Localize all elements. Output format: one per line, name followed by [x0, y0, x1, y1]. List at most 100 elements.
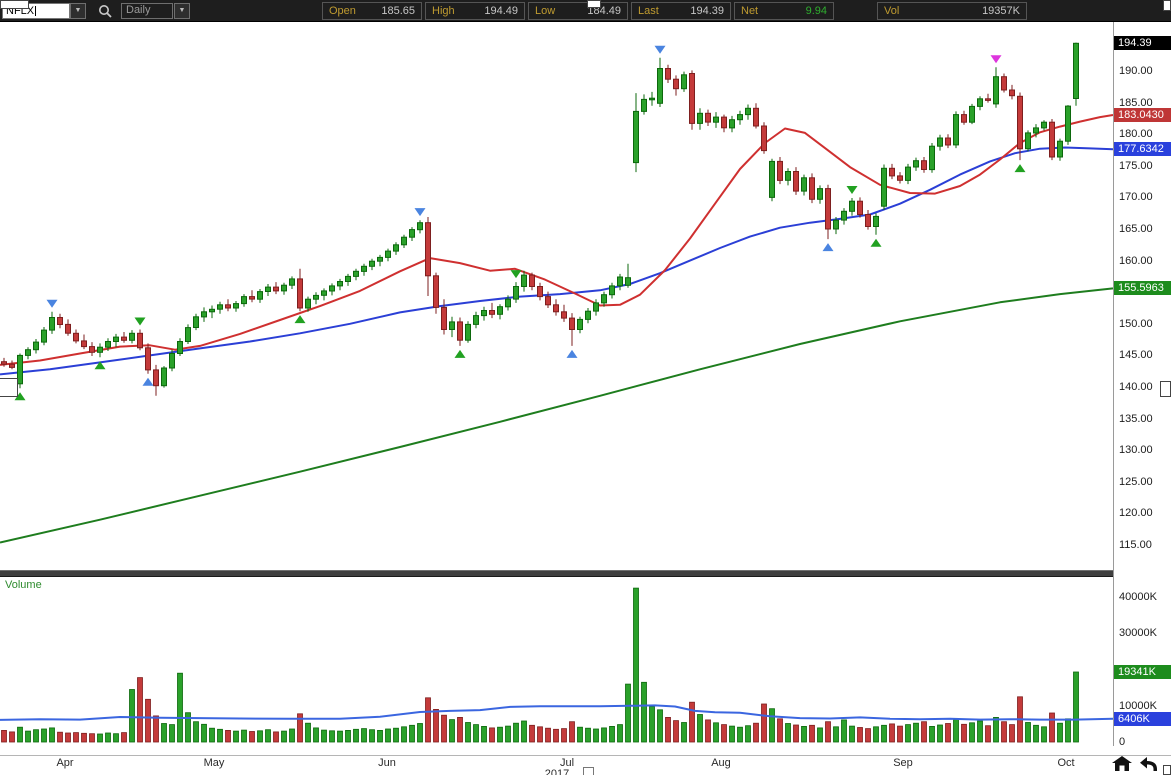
down-triangle-marker: [510, 270, 522, 279]
up-triangle-marker: [142, 377, 154, 386]
year-label: 2017: [544, 768, 570, 775]
candlestick: [993, 67, 999, 108]
volume-bar: [385, 728, 391, 743]
candlestick: [785, 168, 791, 186]
volume-bar: [337, 730, 343, 743]
volume-bar: [913, 722, 919, 743]
volume-bar: [505, 725, 511, 743]
up-triangle-marker: [14, 392, 26, 401]
volume-bar: [641, 681, 647, 743]
candlestick: [369, 258, 375, 271]
candlestick: [337, 278, 343, 291]
volume-bar: [873, 726, 879, 743]
volume-bar: [393, 727, 399, 743]
candlestick: [617, 273, 623, 291]
candlestick: [233, 301, 239, 312]
quote-field-low: Low 184.49: [528, 2, 628, 20]
quote-field-value: 194.49: [484, 5, 518, 17]
price-tick-label: 165.00: [1119, 223, 1153, 235]
search-button[interactable]: [96, 3, 114, 19]
volume-bar: [817, 727, 823, 743]
candlestick: [665, 64, 671, 83]
period-dropdown-button[interactable]: ▼: [174, 3, 190, 19]
volume-bar: [673, 720, 679, 743]
volume-bar: [769, 708, 775, 743]
quote-field-value: 194.39: [690, 5, 724, 17]
volume-bar: [881, 724, 887, 743]
artifact-box: [1160, 381, 1171, 397]
quote-field-net: Net 9.94: [734, 2, 834, 20]
price-axis[interactable]: 190.00 185.00 180.00 175.00 170.00 165.00 160.…: [1113, 22, 1171, 755]
candlestick: [865, 210, 871, 230]
undo-icon[interactable]: [1140, 756, 1160, 771]
candlestick: [201, 307, 207, 322]
candlestick: [601, 291, 607, 307]
volume-bar: [729, 725, 735, 743]
volume-bar: [865, 728, 871, 743]
volume-bar: [793, 724, 799, 743]
volume-bar: [705, 719, 711, 743]
volume-bar: [473, 724, 479, 743]
candlestick: [673, 75, 679, 96]
candlestick: [497, 304, 503, 320]
home-icon[interactable]: [1112, 756, 1132, 771]
candlestick: [745, 104, 751, 120]
quote-field-value: 19357K: [982, 5, 1020, 17]
candlestick: [313, 292, 319, 305]
quote-field-value: 9.94: [805, 5, 827, 17]
candlestick: [25, 347, 31, 360]
volume-bar: [97, 733, 103, 743]
quote-field-value: 185.65: [381, 5, 415, 17]
volume-bar: [177, 672, 183, 743]
volume-bar: [217, 728, 223, 743]
volume-bar: [777, 718, 783, 743]
volume-bar: [89, 733, 95, 743]
candlestick: [217, 301, 223, 314]
volume-bar: [105, 732, 111, 743]
candlestick: [169, 349, 175, 372]
time-axis[interactable]: Apr May Jun Jul Aug Sep Oct 2017: [0, 746, 1171, 775]
candlestick: [65, 319, 71, 336]
volume-bar: [585, 727, 591, 743]
candlestick: [137, 329, 143, 351]
volume-bar: [409, 724, 415, 743]
candlestick: [57, 313, 63, 329]
volume-bar: [897, 725, 903, 743]
year-checkbox[interactable]: [583, 767, 594, 775]
volume-bar: [273, 731, 279, 743]
candlestick: [753, 103, 759, 129]
candlestick: [569, 313, 575, 346]
up-triangle-marker: [566, 349, 578, 358]
symbol-dropdown-button[interactable]: ▼: [70, 3, 86, 19]
volume-bar: [537, 726, 543, 743]
chart-nav-icons: [1112, 756, 1160, 771]
volume-bar: [513, 722, 519, 743]
volume-bar: [481, 726, 487, 743]
volume-bar: [193, 721, 199, 743]
volume-bar: [305, 722, 311, 743]
candlestick: [713, 112, 719, 128]
price-tick-label: 125.00: [1119, 475, 1153, 488]
period-select[interactable]: Daily: [121, 3, 173, 19]
candlestick: [841, 208, 847, 225]
volume-bar: [129, 689, 135, 743]
volume-bar: [1, 730, 7, 743]
candlestick: [321, 288, 327, 301]
pane-separator[interactable]: [0, 570, 1171, 577]
volume-bar: [161, 723, 167, 743]
price-tick-label: 180.00: [1119, 128, 1153, 141]
volume-bar: [745, 725, 751, 743]
candlestick: [489, 302, 495, 319]
candlestick: [985, 93, 991, 103]
volume-bar: [249, 731, 255, 743]
candlestick: [953, 111, 959, 149]
candlestick: [793, 167, 799, 195]
candlestick: [1049, 119, 1055, 161]
volume-bar: [953, 719, 959, 743]
ma-50-line: [0, 146, 1114, 376]
volume-bar: [785, 723, 791, 743]
volume-bar: [601, 727, 607, 743]
volume-bar: [257, 730, 263, 743]
down-triangle-marker: [46, 299, 58, 308]
